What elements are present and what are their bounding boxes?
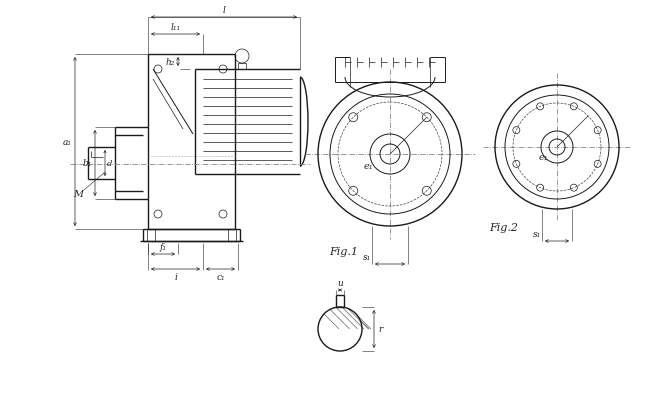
Text: r: r	[378, 325, 382, 334]
Text: Fig.2: Fig.2	[489, 223, 519, 233]
Text: b₁: b₁	[83, 159, 92, 168]
Text: s₁: s₁	[533, 229, 541, 239]
Text: h₂: h₂	[166, 58, 175, 67]
Text: i: i	[174, 272, 177, 281]
Text: c₁: c₁	[216, 272, 225, 281]
Text: d: d	[107, 160, 112, 168]
Text: u: u	[337, 278, 343, 287]
Text: f₁: f₁	[159, 242, 166, 251]
Text: e₁: e₁	[538, 153, 548, 162]
Text: Fig.1: Fig.1	[330, 246, 359, 256]
Text: l: l	[222, 6, 226, 15]
Text: l₁₁: l₁₁	[170, 23, 181, 32]
Text: e₁: e₁	[363, 162, 373, 171]
Text: s₁: s₁	[363, 252, 371, 261]
Text: M: M	[73, 190, 83, 199]
Text: a₁: a₁	[63, 138, 72, 147]
